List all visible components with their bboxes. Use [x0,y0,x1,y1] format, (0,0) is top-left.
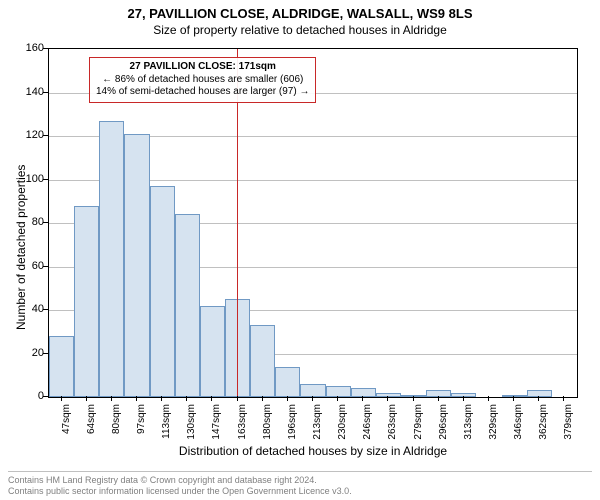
x-tick-label: 346sqm [513,404,524,444]
histogram-bar [49,336,74,397]
x-tick [86,396,87,401]
x-tick-label: 213sqm [312,404,323,444]
x-tick [513,396,514,401]
x-tick-label: 329sqm [488,404,499,444]
histogram-bar [250,325,275,397]
x-tick [111,396,112,401]
histogram-bar [275,367,300,397]
histogram-bar [426,390,451,397]
y-tick-label: 160 [8,42,44,54]
histogram-bar [401,395,426,397]
histogram-bar [150,186,175,397]
y-tick-label: 120 [8,129,44,141]
y-tick [43,266,48,267]
y-tick [43,135,48,136]
x-tick-label: 230sqm [337,404,348,444]
x-tick-label: 296sqm [438,404,449,444]
x-tick-label: 97sqm [136,404,147,444]
x-tick [538,396,539,401]
annotation-larger: 14% of semi-detached houses are larger (… [96,86,309,99]
x-tick-label: 279sqm [413,404,424,444]
x-tick [61,396,62,401]
histogram-bar [200,306,225,397]
x-tick-label: 362sqm [538,404,549,444]
histogram-bar [74,206,99,397]
histogram-bar [99,121,124,397]
page-title: 27, PAVILLION CLOSE, ALDRIDGE, WALSALL, … [0,0,600,21]
x-tick-label: 47sqm [61,404,72,444]
x-tick-label: 113sqm [161,404,172,444]
y-tick [43,396,48,397]
y-tick-label: 40 [8,303,44,315]
x-tick-label: 196sqm [287,404,298,444]
y-tick [43,48,48,49]
x-tick-label: 379sqm [563,404,574,444]
y-tick [43,309,48,310]
x-tick-label: 180sqm [262,404,273,444]
footer-attribution: Contains HM Land Registry data © Crown c… [8,471,592,498]
histogram-bar [175,214,200,397]
annotation-box: 27 PAVILLION CLOSE: 171sqm← 86% of detac… [89,57,316,103]
x-tick [563,396,564,401]
x-tick [438,396,439,401]
annotation-title: 27 PAVILLION CLOSE: 171sqm [96,61,309,74]
x-tick-label: 246sqm [362,404,373,444]
y-tick [43,222,48,223]
y-tick-label: 20 [8,347,44,359]
histogram-bar [451,393,476,397]
x-tick-label: 163sqm [237,404,248,444]
x-tick [287,396,288,401]
x-tick-label: 80sqm [111,404,122,444]
y-tick-label: 60 [8,260,44,272]
histogram-bar [124,134,149,397]
x-tick [237,396,238,401]
x-tick-label: 313sqm [463,404,474,444]
x-tick [186,396,187,401]
y-tick [43,179,48,180]
x-tick [488,396,489,401]
y-tick [43,92,48,93]
y-tick-label: 140 [8,86,44,98]
histogram-chart: 27 PAVILLION CLOSE: 171sqm← 86% of detac… [48,48,578,398]
y-tick-label: 100 [8,173,44,185]
x-tick [362,396,363,401]
x-tick [463,396,464,401]
x-tick [312,396,313,401]
x-tick [262,396,263,401]
y-tick [43,353,48,354]
x-tick-label: 130sqm [186,404,197,444]
page-subtitle: Size of property relative to detached ho… [0,23,600,37]
x-axis-title: Distribution of detached houses by size … [48,444,578,458]
x-tick-label: 64sqm [86,404,97,444]
x-tick [413,396,414,401]
x-tick [211,396,212,401]
x-tick [161,396,162,401]
y-tick-label: 80 [8,216,44,228]
x-tick [136,396,137,401]
x-tick-label: 147sqm [211,404,222,444]
footer-line-1: Contains HM Land Registry data © Crown c… [8,475,592,487]
x-tick-label: 263sqm [387,404,398,444]
footer-line-2: Contains public sector information licen… [8,486,592,498]
y-tick-label: 0 [8,390,44,402]
x-tick [387,396,388,401]
annotation-smaller: ← 86% of detached houses are smaller (60… [96,74,309,87]
x-tick [337,396,338,401]
